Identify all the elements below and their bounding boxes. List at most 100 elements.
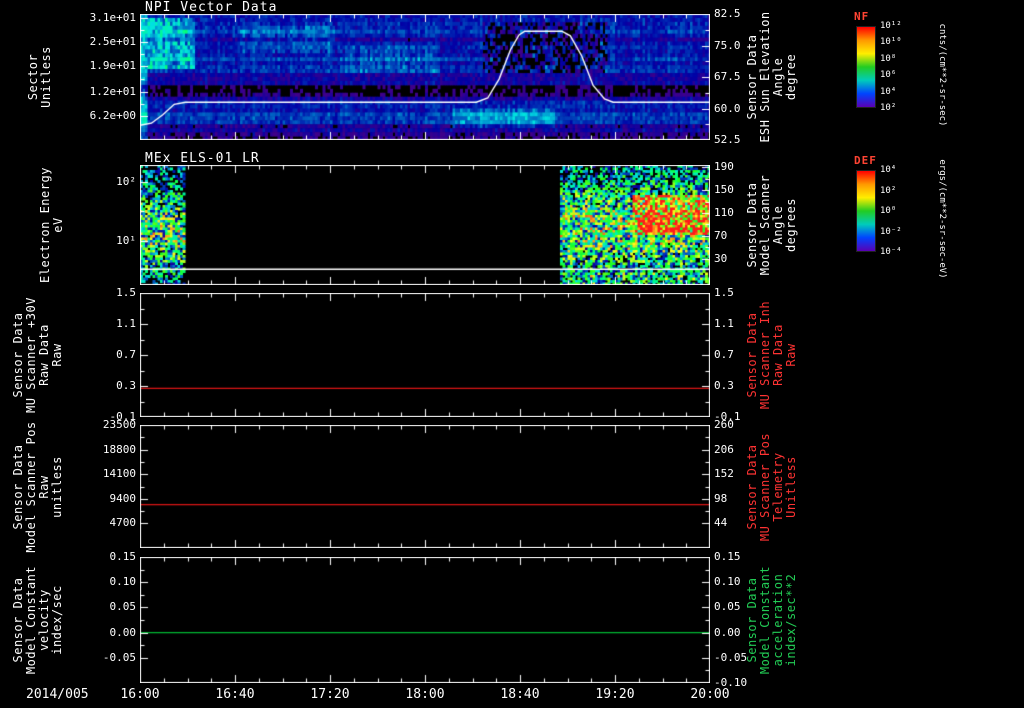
colorbar-tick-label: 10⁻⁴ (880, 247, 902, 257)
axis-tick-label: 0.10 (714, 575, 741, 589)
axis-tick-label: 260 (714, 418, 734, 431)
axis-tick-label: 70 (714, 228, 728, 242)
axis-tick-label: -0.05 (714, 650, 748, 664)
panel-model-scanner-pos: Sensor Data Model Scanner Pos Raw unitle… (0, 419, 1024, 553)
model-constant-line-canvas (140, 557, 710, 683)
axis-tick-label: 110 (714, 206, 734, 219)
x-axis-tick-label: 20:00 (690, 687, 730, 702)
colorbar-tick-label: 10⁶ (880, 70, 897, 81)
panel-title: NPI Vector Data (145, 0, 278, 15)
axis-tick-label: -0.05 (102, 650, 136, 664)
colorbar-nf: NF 10¹² 10¹⁰ 10⁸ 10⁶ 10⁴ 10² cnts/(cm**2-sr-s… (854, 10, 1016, 126)
axis-tick-label: -0.10 (714, 676, 748, 689)
right-tick-labels: 260 206 152 98 44 (714, 419, 774, 548)
axis-tick-label: 0.7 (116, 348, 136, 361)
npi-spectrogram-canvas (140, 14, 710, 140)
axis-tick-label: 0.15 (109, 550, 137, 563)
axis-tick-label: 0.3 (116, 379, 136, 392)
axis-tick-label: 75.0 (714, 38, 741, 52)
axis-tick-label: 14100 (102, 467, 136, 481)
colorbar-nf-title: NF (854, 10, 870, 23)
axis-tick-label: 190 (714, 160, 734, 174)
panel-mu-scanner-30v: Sensor Data MU Scanner +30V Raw Data Raw… (0, 287, 1024, 423)
colorbar-tick-label: 10⁰ (880, 206, 897, 216)
axis-tick-label: 98 (714, 491, 728, 505)
date-label: 2014/005 (26, 687, 89, 702)
left-tick-labels: 0.15 0.10 0.05 0.00 -0.05 (0, 551, 137, 683)
axis-tick-label: 1.5 (714, 286, 734, 299)
x-axis-tick-label: 19:20 (595, 687, 635, 702)
x-axis-tick-label: 16:40 (215, 687, 255, 702)
colorbar-def: DEF 10⁴ 10² 10⁰ 10⁻² 10⁻⁴ ergs/(cm**2-sr-sec… (854, 154, 1016, 279)
panel-mex-els: MEx ELS-01 LR Electron Energy eV 10² 10¹ … (0, 151, 1024, 285)
colorbar-nf-unit-text: cnts/(cm**2-sr-sec) (937, 23, 947, 127)
model-scanner-pos-line-canvas (140, 425, 710, 548)
panel-model-constant: Sensor Data Model Constant velocity inde… (0, 551, 1024, 689)
axis-tick-label: 30 (714, 251, 728, 265)
x-axis-tick-label: 18:00 (405, 687, 445, 702)
axis-tick-label: 18800 (102, 442, 136, 456)
axis-tick-label: 10¹ (116, 233, 136, 247)
axis-tick-label: 0.00 (714, 625, 741, 639)
colorbar-def-gradient (856, 170, 876, 252)
colorbar-def-tick-labels: 10⁴ 10² 10⁰ 10⁻² 10⁻⁴ (880, 166, 926, 257)
right-axis-label-text: Sensor Data Model Constant acceleration … (745, 565, 798, 675)
left-tick-labels: 10² 10¹ (0, 165, 136, 285)
axis-tick-label: 1.1 (116, 317, 136, 330)
axis-tick-label: 0.05 (714, 600, 741, 614)
right-tick-labels: 190 150 110 70 30 (714, 161, 774, 285)
axis-tick-label: 23500 (102, 418, 136, 431)
colorbar-tick-label: 10² (880, 103, 897, 113)
right-axis-label-text: Sensor Data ESH Sun Elevation Angle degr… (745, 11, 798, 143)
panel-npi-vector-data: NPI Vector Data Sector Unitless 3.1e+01 2… (0, 0, 1024, 146)
axis-tick-label: 67.5 (714, 70, 741, 83)
axis-tick-label: 4700 (109, 516, 137, 530)
x-axis-tick-label: 18:40 (500, 687, 540, 702)
mu-scanner-30v-line-canvas (140, 293, 710, 417)
axis-tick-label: 0.10 (109, 575, 137, 589)
colorbar-tick-label: 10¹² (880, 21, 902, 31)
right-axis-label-text: Sensor Data MU Scanner Pos Telemetry Uni… (745, 432, 798, 541)
axis-tick-label: 1.2e+01 (89, 85, 136, 99)
axis-tick-label: -0.1 (714, 410, 741, 423)
axis-tick-label: 150 (714, 183, 734, 197)
axis-tick-label: 10² (116, 174, 136, 188)
x-axis: 2014/005 16:00 16:40 17:20 18:00 18:40 19:20 2… (0, 687, 1024, 707)
axis-tick-label: 0.05 (109, 600, 137, 614)
axis-tick-label: 206 (714, 442, 734, 456)
right-tick-labels: 82.5 75.0 67.5 60.0 52.5 (714, 8, 774, 146)
axis-tick-label: 2.5e+01 (89, 34, 136, 48)
colorbar-tick-label: 10⁻² (880, 226, 902, 237)
axis-tick-label: -0.1 (109, 410, 137, 423)
colorbar-tick-label: 10² (880, 185, 897, 196)
right-axis-label-text: Sensor Data Model Scanner Angle degrees (745, 174, 798, 276)
colorbar-def-title: DEF (854, 154, 877, 167)
els-spectrogram-canvas (140, 165, 710, 285)
axis-tick-label: 0.7 (714, 348, 734, 361)
left-tick-labels: 23500 18800 14100 9400 4700 (0, 419, 137, 548)
right-axis-label-text: Sensor Data MU Scanner Inh Raw Data Raw (745, 300, 798, 410)
axis-tick-label: 1.1 (714, 317, 734, 330)
axis-tick-label: 3.1e+01 (89, 10, 136, 24)
colorbar-nf-tick-labels: 10¹² 10¹⁰ 10⁸ 10⁶ 10⁴ 10² (880, 22, 926, 113)
x-axis-tick-label: 16:00 (120, 687, 160, 702)
left-tick-labels: 3.1e+01 2.5e+01 1.9e+01 1.2e+01 6.2e+00 (0, 10, 136, 140)
axis-tick-label: 6.2e+00 (89, 109, 136, 123)
axis-tick-label: 1.5 (116, 286, 136, 299)
right-tick-labels: 0.15 0.10 0.05 0.00 -0.05 -0.10 (714, 551, 774, 689)
axis-tick-label: 9400 (109, 491, 137, 505)
panel-title: MEx ELS-01 LR (145, 151, 260, 166)
colorbar-tick-label: 10⁸ (880, 53, 897, 64)
colorbar-def-unit-text: ergs/(cm**2-sr-sec-eV) (937, 159, 947, 279)
axis-tick-label: 0.15 (714, 550, 741, 563)
axis-tick-label: 0.3 (714, 379, 734, 392)
axis-tick-label: 60.0 (714, 101, 741, 115)
axis-tick-label: 82.5 (714, 7, 741, 20)
colorbar-tick-label: 10⁴ (880, 165, 897, 175)
right-tick-labels: 1.5 1.1 0.7 0.3 -0.1 (714, 287, 774, 423)
colorbar-tick-label: 10¹⁰ (880, 37, 902, 48)
colorbar-tick-label: 10⁴ (880, 86, 897, 97)
axis-tick-label: 44 (714, 516, 728, 530)
colorbar-nf-gradient (856, 26, 876, 108)
